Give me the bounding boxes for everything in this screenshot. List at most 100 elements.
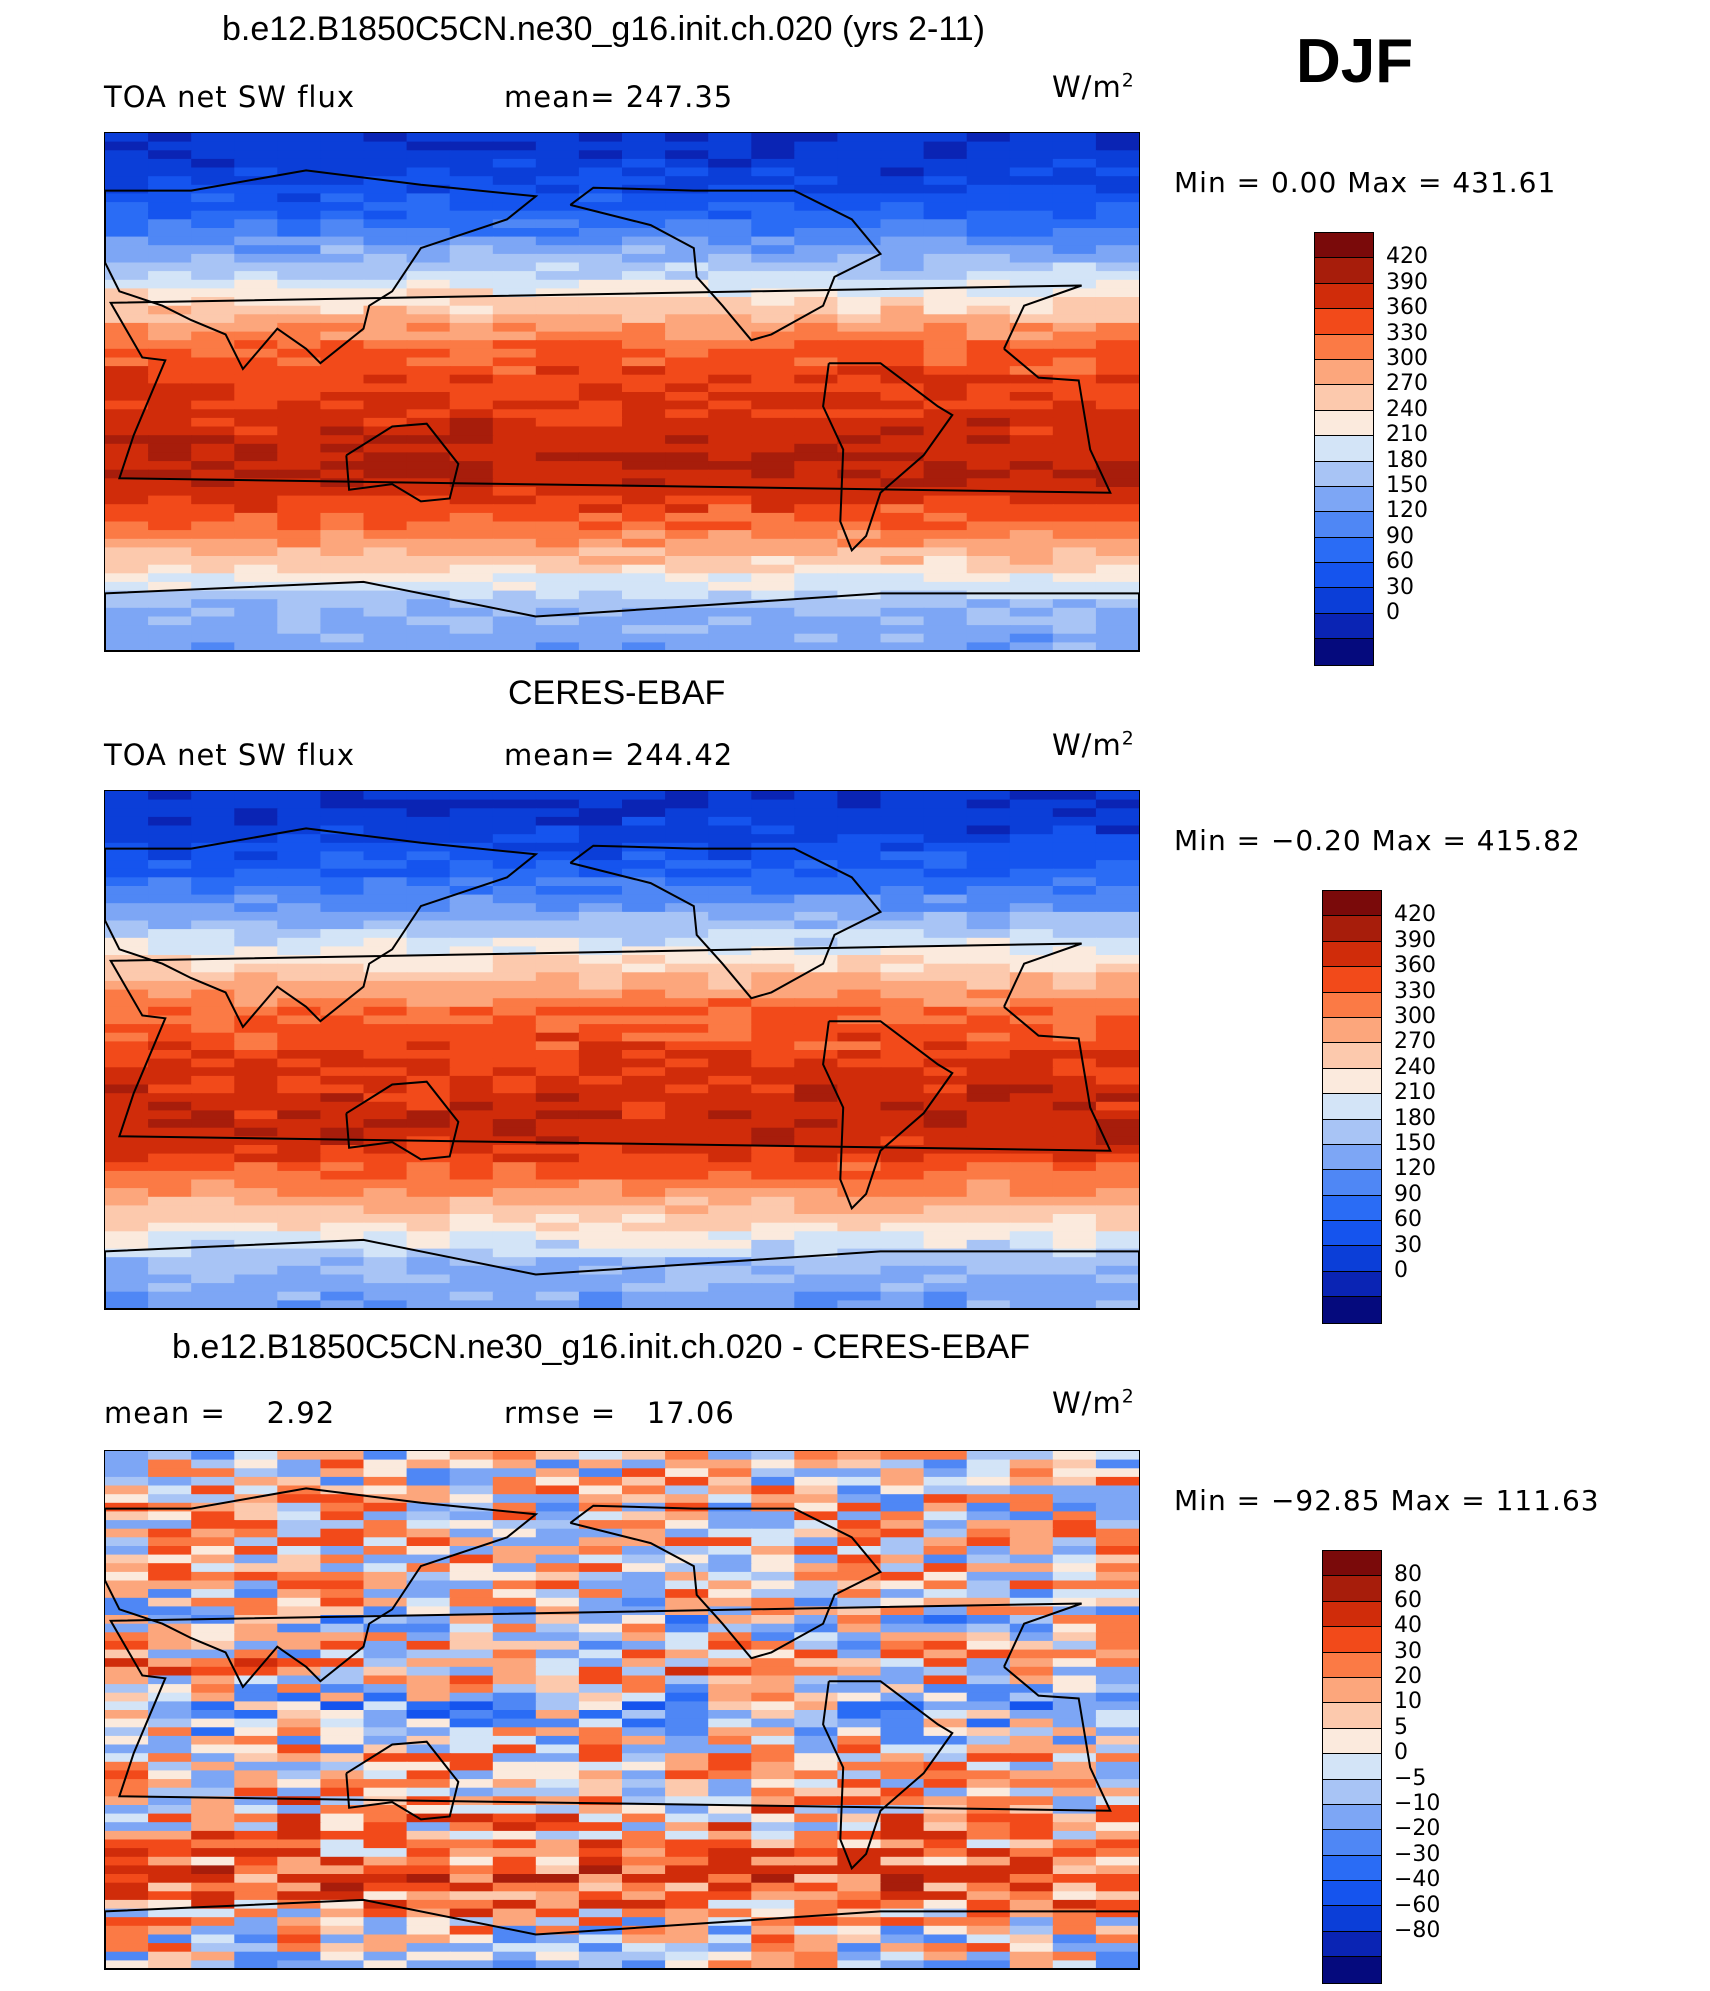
heatmap-cell (105, 1188, 150, 1198)
heatmap-cell (1095, 808, 1139, 818)
heatmap-cell (665, 322, 710, 333)
heatmap-cell (406, 228, 451, 238)
heatmap-cell (363, 1718, 408, 1729)
heatmap-cell (923, 1239, 968, 1250)
heatmap-cell (277, 1813, 322, 1824)
heatmap-cell (966, 331, 1011, 342)
heatmap-cell (105, 1727, 150, 1737)
colorbar-tick-label: 330 (1386, 320, 1428, 346)
heatmap-cell (320, 1787, 365, 1798)
heatmap-cell (665, 607, 710, 618)
heatmap-cell (191, 842, 236, 853)
heatmap-cell (535, 1675, 580, 1686)
heatmap-cell (492, 581, 537, 592)
heatmap-cell (234, 929, 279, 939)
heatmap-cell (751, 1093, 796, 1103)
heatmap-cell (794, 1101, 839, 1112)
heatmap-cell (1009, 816, 1054, 827)
heatmap-cell (191, 791, 236, 801)
heatmap-cell (837, 972, 882, 982)
heatmap-cell (880, 417, 925, 428)
heatmap-cell (1052, 452, 1097, 462)
heatmap-cell (535, 799, 580, 810)
heatmap-cell (665, 1589, 710, 1599)
heatmap-cell (837, 1710, 882, 1720)
heatmap-cell (320, 1882, 365, 1893)
panel3-units: W/m2 (1052, 1386, 1135, 1420)
heatmap-cell (966, 1848, 1011, 1858)
heatmap-cell (1052, 1666, 1097, 1677)
heatmap-cell (708, 322, 753, 333)
heatmap-cell (794, 1649, 839, 1660)
heatmap-cell (406, 547, 451, 557)
heatmap-cell (191, 1300, 236, 1309)
heatmap-cell (837, 581, 882, 592)
heatmap-cell (923, 1248, 968, 1259)
heatmap-cell (320, 1571, 365, 1582)
heatmap-cell (320, 1597, 365, 1608)
heatmap-cell (665, 1735, 710, 1746)
heatmap-cell (320, 1779, 365, 1789)
heatmap-cell (665, 937, 710, 948)
heatmap-cell (880, 1813, 925, 1824)
heatmap-cell (1009, 469, 1054, 480)
heatmap-cell (837, 141, 882, 152)
heatmap-cell (406, 816, 451, 827)
heatmap-cell (406, 1239, 451, 1250)
heatmap-cell (665, 530, 710, 540)
colorbar-swatch (1323, 1677, 1381, 1704)
heatmap-cell (535, 989, 580, 1000)
heatmap-cell (751, 816, 796, 827)
heatmap-cell (665, 972, 710, 982)
heatmap-cell (1095, 1839, 1139, 1850)
heatmap-cell (105, 314, 150, 324)
heatmap-cell (234, 980, 279, 991)
heatmap-cell (1009, 1761, 1054, 1772)
heatmap-cell (277, 1589, 322, 1599)
heatmap-cell (751, 599, 796, 609)
heatmap-cell (492, 1537, 537, 1547)
heatmap-cell (794, 1597, 839, 1608)
heatmap-cell (1095, 1248, 1139, 1259)
heatmap-cell (320, 1265, 365, 1276)
heatmap-cell (578, 1770, 623, 1780)
heatmap-cell (492, 1692, 537, 1703)
heatmap-cell (320, 1032, 365, 1043)
heatmap-cell (449, 1520, 494, 1530)
heatmap-cell (449, 886, 494, 896)
colorbar-tick-label: 240 (1386, 396, 1428, 422)
heatmap-cell (1009, 538, 1054, 549)
heatmap-cell (234, 599, 279, 609)
heatmap-cell (363, 253, 408, 264)
heatmap-cell (794, 1589, 839, 1599)
heatmap-cell (1052, 1675, 1097, 1686)
heatmap-cell (406, 1632, 451, 1642)
heatmap-cell (1009, 1701, 1054, 1711)
colorbar-tick-label: 60 (1386, 549, 1414, 575)
heatmap-cell (1052, 1024, 1097, 1034)
heatmap-cell (578, 1485, 623, 1496)
heatmap-cell (880, 1891, 925, 1901)
heatmap-cell (1052, 851, 1097, 861)
heatmap-cell (148, 487, 193, 497)
heatmap-cell (923, 860, 968, 870)
heatmap-cell (320, 193, 365, 203)
heatmap-cell (105, 1666, 150, 1677)
colorbar-swatch (1315, 258, 1373, 284)
heatmap-cell (578, 150, 623, 160)
heatmap-cell (751, 348, 796, 359)
colorbar-tick-label: 150 (1386, 473, 1428, 498)
heatmap-cell (492, 512, 537, 523)
heatmap-cell (406, 392, 451, 402)
heatmap-cell (1052, 1546, 1097, 1556)
heatmap-cell (578, 357, 623, 368)
heatmap-cell (1052, 1231, 1097, 1241)
heatmap-cell (966, 366, 1011, 376)
heatmap-cell (837, 1093, 882, 1103)
heatmap-cell (535, 538, 580, 549)
heatmap-cell (622, 834, 667, 844)
heatmap-cell (406, 1188, 451, 1198)
heatmap-cell (492, 1779, 537, 1789)
heatmap-cell (535, 1546, 580, 1556)
heatmap-cell (449, 1528, 494, 1539)
